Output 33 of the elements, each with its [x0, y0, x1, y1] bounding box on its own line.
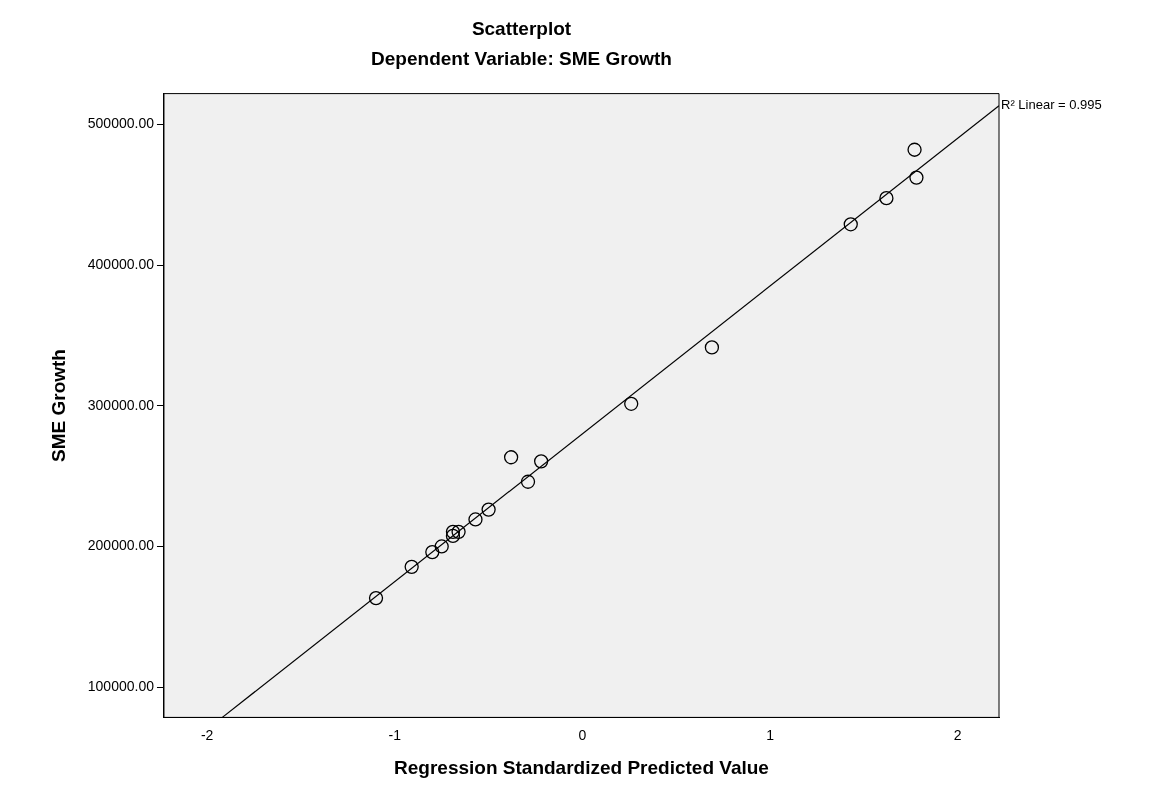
point — [704, 340, 720, 355]
point — [445, 524, 461, 539]
point — [534, 454, 549, 469]
point — [404, 559, 419, 575]
y-tick-label: 400000.00 — [87, 256, 155, 273]
x-tick-label: 1 — [766, 726, 775, 743]
x-tick-label: -1 — [388, 726, 402, 743]
point — [445, 528, 461, 544]
point — [909, 170, 924, 185]
point — [843, 217, 858, 232]
annotation: R² Linear = 0.995 — [1001, 97, 1102, 113]
chart-subtitle: Dependent Variable: SME Growth — [371, 48, 672, 70]
point — [434, 539, 449, 554]
x-tick-label: 2 — [953, 726, 962, 743]
point — [481, 502, 496, 517]
x-tick-label: 0 — [578, 726, 587, 743]
point — [468, 512, 483, 527]
point — [368, 590, 384, 606]
chart-title: Scatterplot — [471, 17, 572, 39]
point — [451, 524, 466, 539]
y-tick-label: 500000.00 — [87, 115, 155, 132]
y-tick-label: 300000.00 — [87, 396, 155, 413]
y-axis-title: SME Growth — [47, 349, 69, 462]
point — [503, 450, 519, 465]
point — [907, 142, 922, 157]
x-axis-title: Regression Standardized Predicted Value — [394, 756, 769, 778]
y-tick-label: 100000.00 — [87, 678, 155, 695]
point — [425, 544, 440, 560]
y-tick-label: 200000.00 — [87, 537, 155, 554]
point — [624, 396, 639, 411]
x-tick-label: -2 — [200, 726, 214, 743]
point — [520, 474, 536, 489]
point — [879, 190, 894, 206]
